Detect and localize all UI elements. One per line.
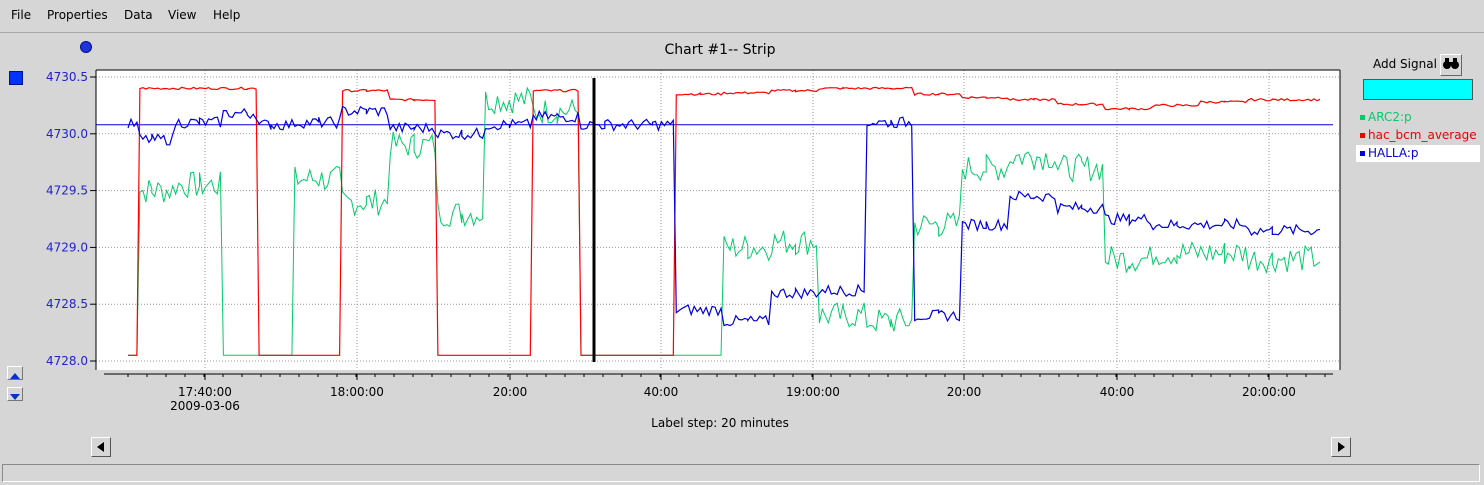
- plot-area: [96, 70, 1340, 370]
- triangle-left-icon: [97, 442, 104, 452]
- legend-label: hac_bcm_average: [1368, 128, 1477, 142]
- menu-data[interactable]: Data: [124, 8, 153, 22]
- x-tick-label: 20:00:00: [1242, 385, 1296, 399]
- y-tick-label: 4730.5: [46, 70, 88, 84]
- scroll-right-button[interactable]: [1331, 437, 1351, 457]
- triangle-down-icon: [10, 394, 20, 400]
- x-date-label: 2009-03-06: [170, 399, 240, 413]
- x-tick-label: 17:40:00: [178, 385, 232, 399]
- status-bar: [2, 464, 1480, 482]
- add-signal-label: Add Signal: [1373, 57, 1437, 71]
- x-tick-label: 19:00:00: [786, 385, 840, 399]
- legend-item-arc2[interactable]: ARC2:p: [1356, 109, 1480, 126]
- series-line-hac-bcm-average: [128, 86, 1321, 356]
- x-tick-label: 18:00:00: [330, 385, 384, 399]
- x-tick-label: 40:00: [1100, 385, 1135, 399]
- add-signal-button[interactable]: [1440, 54, 1462, 76]
- chart-title: Chart #1-- Strip: [664, 42, 776, 58]
- series-line-halla-p: [127, 105, 1321, 327]
- binoculars-icon: [1443, 58, 1459, 69]
- legend-marker-icon: [1360, 133, 1365, 138]
- y-axis-color-square-icon[interactable]: [9, 71, 23, 85]
- menu-file[interactable]: File: [11, 8, 32, 22]
- legend-marker-icon: [1360, 151, 1365, 156]
- y-tick-label: 4730.0: [46, 127, 88, 141]
- y-tick-label: 4728.5: [46, 297, 88, 311]
- grid-lines: [96, 70, 1340, 370]
- legend-marker-icon: [1360, 115, 1365, 120]
- x-tick-label: 40:00: [644, 385, 679, 399]
- menu-properties[interactable]: Properties: [47, 8, 108, 22]
- y-scale-down-button[interactable]: [7, 387, 23, 401]
- series-line-arc2-p: [128, 86, 1321, 356]
- menu-view[interactable]: View: [168, 8, 197, 22]
- y-tick-label: 4729.0: [46, 240, 88, 254]
- legend-label: ARC2:p: [1368, 110, 1412, 124]
- triangle-right-icon: [1338, 442, 1345, 452]
- scroll-left-button[interactable]: [91, 437, 111, 457]
- chart-selector-dot-icon[interactable]: [80, 41, 92, 53]
- label-step-text: Label step: 20 minutes: [651, 416, 789, 430]
- y-tick-label: 4729.5: [46, 184, 88, 198]
- menu-help[interactable]: Help: [213, 8, 241, 22]
- triangle-up-icon: [10, 373, 20, 379]
- legend-item-hac-bcm-average[interactable]: hac_bcm_average: [1356, 127, 1480, 144]
- y-scale-up-button[interactable]: [7, 366, 23, 380]
- legend-item-halla[interactable]: HALLA:p: [1356, 145, 1480, 162]
- legend-label: HALLA:p: [1368, 146, 1419, 160]
- signal-name-input[interactable]: [1363, 79, 1473, 100]
- x-tick-label: 20:00: [493, 385, 528, 399]
- y-tick-label: 4728.0: [46, 354, 88, 368]
- x-tick-label: 20:00: [947, 385, 982, 399]
- series-group: [96, 86, 1333, 356]
- x-axis-ticks: 17:40:00 18:00:00 20:00 40:00 19:00:00 20:00 4…: [127, 374, 1326, 413]
- y-axis-ticks: 4730.5 4730.0 4729.5 4729.0 4728.5 4728.0: [46, 70, 96, 368]
- menu-bar: File Properties Data View Help: [0, 0, 1484, 33]
